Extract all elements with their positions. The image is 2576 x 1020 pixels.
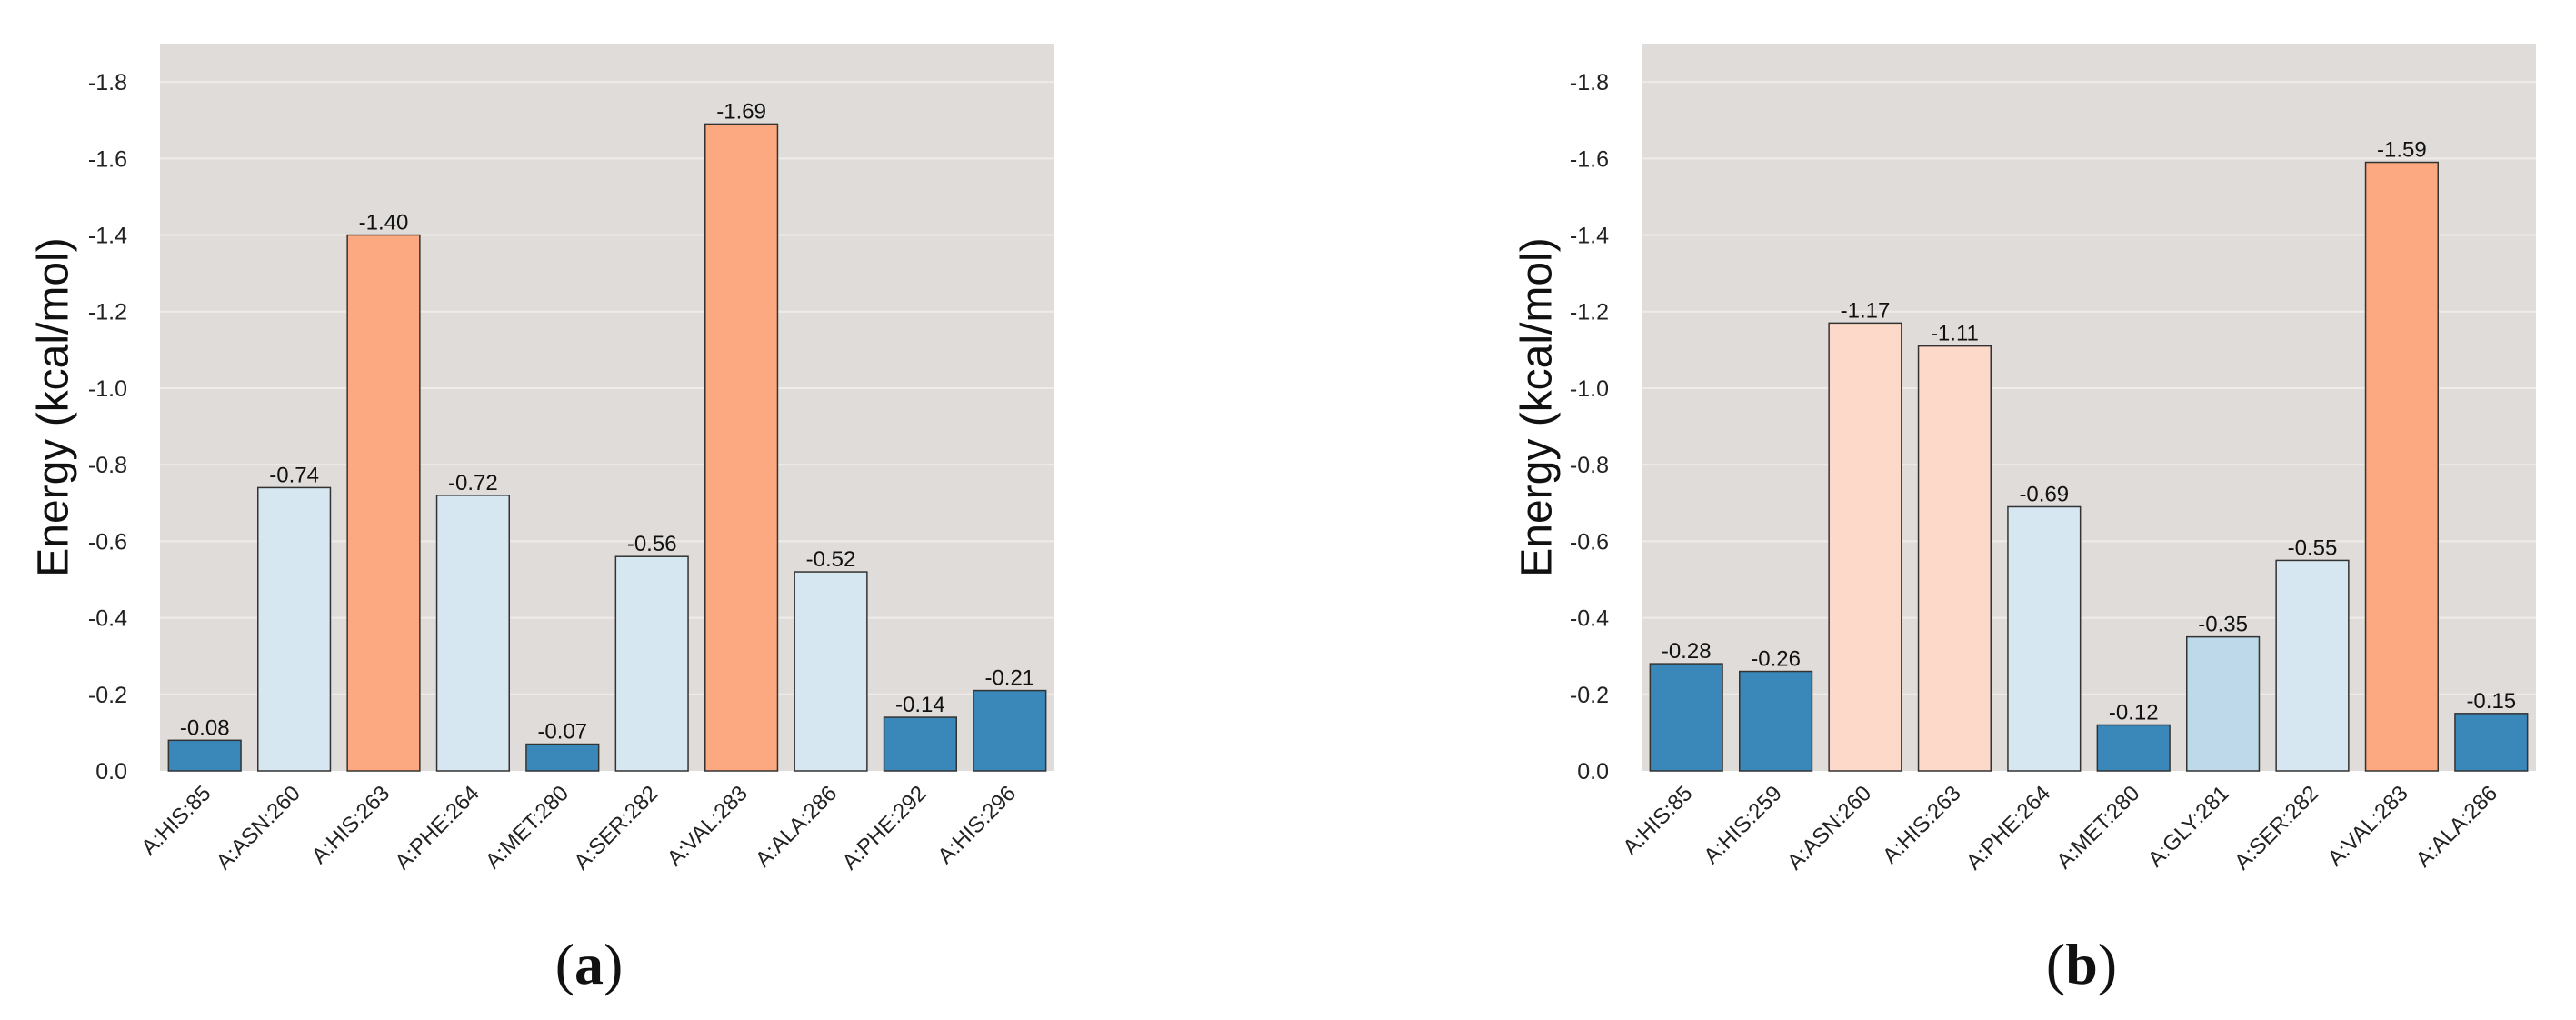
x-tick-label: A:GLY:281 <box>2143 781 2234 872</box>
data-label: -0.56 <box>627 532 677 556</box>
x-tick-label: A:HIS:259 <box>1699 781 1786 868</box>
bar <box>2007 505 2082 772</box>
data-label: -0.12 <box>2109 700 2159 725</box>
bar <box>435 495 511 772</box>
panel-label-letter: b <box>2065 932 2098 996</box>
x-tick-label: A:MET:280 <box>2052 781 2144 874</box>
bar <box>614 555 689 772</box>
x-tick-label: A:ASN:260 <box>212 781 305 875</box>
y-tick-label: -1.0 <box>88 376 127 402</box>
y-tick-label: -1.6 <box>1570 146 1609 172</box>
bar <box>167 739 242 772</box>
data-label: -0.35 <box>2198 613 2248 637</box>
bar <box>973 689 1047 772</box>
data-label: -0.55 <box>2288 535 2338 560</box>
x-tick-label: A:HIS:85 <box>136 781 215 860</box>
x-tick-label: A:HIS:85 <box>1618 781 1697 860</box>
x-tick-label: A:PHE:292 <box>838 781 932 875</box>
x-tick-label: A:PHE:264 <box>1962 781 2055 875</box>
bar <box>2096 724 2171 772</box>
y-tick-label: -1.2 <box>1570 300 1609 325</box>
x-tick-label: A:VAL:283 <box>2323 781 2413 871</box>
data-label: -1.69 <box>716 99 766 124</box>
y-tick-label: -1.0 <box>1570 376 1609 402</box>
bar <box>256 486 332 772</box>
bar <box>1649 663 1723 772</box>
y-tick-label: -1.8 <box>88 70 127 95</box>
data-label: -0.08 <box>180 715 230 740</box>
y-tick-label: -0.4 <box>88 606 127 632</box>
data-label: -1.17 <box>1841 298 1891 323</box>
data-label: -0.07 <box>537 720 587 745</box>
x-tick-label: A:PHE:264 <box>391 781 484 875</box>
data-label: -1.59 <box>2377 138 2427 163</box>
bar <box>704 123 779 772</box>
panel-label-letter: a <box>574 932 604 996</box>
bar <box>2364 161 2440 772</box>
y-tick-label: -1.4 <box>1570 224 1609 249</box>
y-tick-label: -0.6 <box>1570 529 1609 555</box>
bar <box>525 743 600 772</box>
y-tick-label: -1.8 <box>1570 70 1609 95</box>
data-label: -0.21 <box>984 666 1034 691</box>
panel-label: (a) <box>555 932 624 996</box>
y-tick-label: -0.8 <box>1570 453 1609 478</box>
bar <box>794 571 868 772</box>
panel-label-close-paren: ) <box>2098 932 2117 996</box>
data-label: -0.52 <box>806 547 856 572</box>
bar <box>1917 345 1992 772</box>
x-tick-label: A:HIS:296 <box>934 781 1021 868</box>
data-label: -0.72 <box>448 471 498 495</box>
data-label: -0.14 <box>895 693 945 717</box>
data-label: -1.40 <box>359 211 409 235</box>
bar <box>2185 635 2261 772</box>
chart-b: 0.0 -0.2 -0.4 -0.6 -0.8 -1.0 -1.2 -1.4 -1.6 -1.8 -… <box>1513 44 2536 996</box>
bar <box>883 716 958 772</box>
x-tick-label: A:HIS:263 <box>1878 781 1965 868</box>
panel-label-open-paren: ( <box>2046 932 2065 996</box>
x-tick-label: A:MET:280 <box>481 781 574 874</box>
data-label: -0.74 <box>269 463 319 487</box>
panel-label-close-paren: ) <box>604 932 623 996</box>
y-tick-label: -0.4 <box>1570 606 1609 632</box>
y-axis-label: Energy (kcal/mol) <box>1513 237 1562 576</box>
y-tick-label: -0.8 <box>88 453 127 478</box>
data-label: -0.28 <box>1662 639 1712 664</box>
y-tick-label: -1.6 <box>88 146 127 172</box>
y-axis-label: Energy (kcal/mol) <box>30 237 78 576</box>
bar <box>1738 670 1813 772</box>
x-tick-label: A:ALA:286 <box>2411 781 2502 872</box>
bar <box>2275 559 2350 772</box>
y-tick-label: -1.2 <box>88 300 127 325</box>
x-tick-label: A:SER:282 <box>2230 781 2323 875</box>
data-label: -1.11 <box>1931 322 1979 346</box>
panel-label-open-paren: ( <box>555 932 574 996</box>
data-label: -0.26 <box>1751 647 1801 672</box>
x-tick-label: A:ASN:260 <box>1782 781 1876 875</box>
y-tick-label: -1.4 <box>88 224 127 249</box>
bar <box>2454 713 2529 772</box>
bar <box>1828 322 1902 772</box>
bar <box>346 234 421 772</box>
x-tick-label: A:VAL:283 <box>663 781 753 871</box>
y-tick-label: -0.2 <box>88 683 127 708</box>
data-label: -0.15 <box>2466 689 2516 714</box>
chart-a: 0.0 -0.2 -0.4 -0.6 -0.8 -1.0 -1.2 -1.4 -1.6 -1.8 -… <box>30 44 1054 996</box>
y-tick-label: 0.0 <box>1577 759 1609 785</box>
data-label: -0.69 <box>2019 482 2069 506</box>
x-tick-label: A:SER:282 <box>569 781 663 875</box>
x-tick-label: A:ALA:286 <box>751 781 842 872</box>
x-tick-label: A:HIS:263 <box>307 781 394 868</box>
y-tick-label: -0.2 <box>1570 683 1609 708</box>
y-tick-label: 0.0 <box>95 759 127 785</box>
panel-label: (b) <box>2046 932 2117 996</box>
y-tick-label: -0.6 <box>88 529 127 555</box>
